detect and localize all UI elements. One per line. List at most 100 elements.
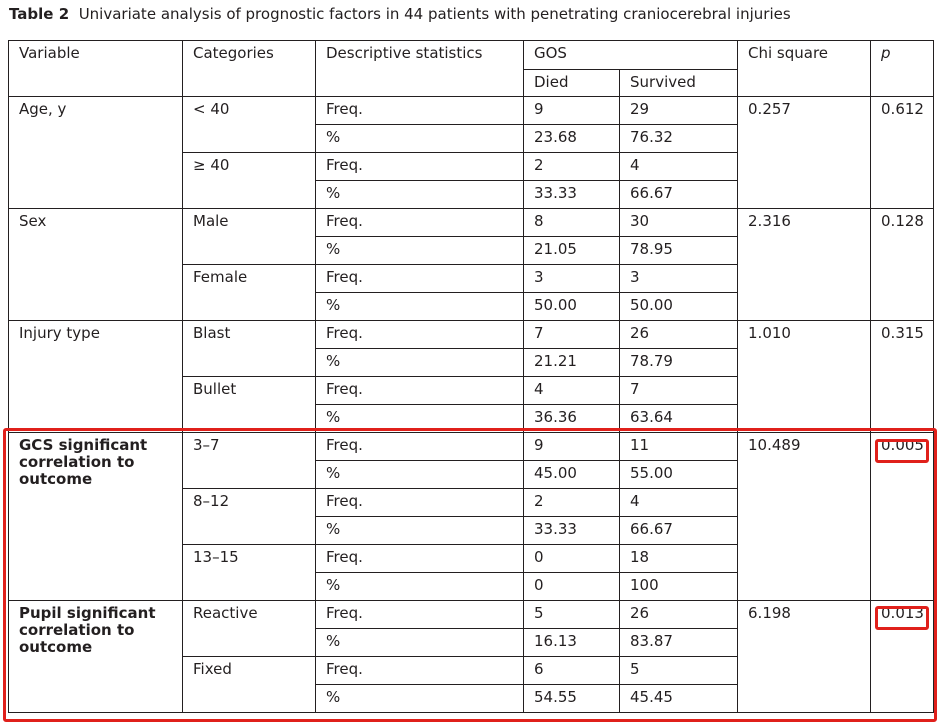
category-cell: Blast (182, 320, 316, 377)
table-title: Univariate analysis of prognostic factor… (78, 5, 791, 23)
survived-cell: 83.87 (618, 628, 739, 657)
header-descriptive: Descriptive statistics (315, 40, 524, 97)
died-cell: 21.05 (523, 236, 620, 265)
header-p-text: p (881, 44, 891, 62)
survived-cell: 30 (618, 208, 739, 237)
table-row: Age, y < 40 Freq. 9 29 0.257 0.612 (8, 96, 935, 209)
variable-cell: GCS significant correlation to outcome (8, 432, 183, 601)
category-cell: 3–7 (182, 432, 316, 489)
table-row: % 16.13 83.87 (9, 628, 934, 657)
statistic-label-cell: Freq. (315, 208, 524, 237)
died-cell: 21.21 (523, 348, 620, 377)
p-value-cell: 0.128 (870, 208, 935, 321)
variable-cell: Injury type (8, 320, 183, 433)
died-cell: 23.68 (523, 124, 620, 153)
statistic-label-cell: % (315, 572, 524, 601)
table-label: Table 2 (9, 5, 70, 23)
died-cell: 0 (523, 572, 620, 601)
died-cell: 3 (523, 264, 620, 293)
category-cell: Fixed (182, 656, 316, 713)
died-cell: 9 (523, 96, 620, 125)
category-cell: < 40 (182, 96, 316, 153)
table-caption: Table 2 Univariate analysis of prognosti… (9, 5, 791, 23)
statistic-label-cell: Freq. (315, 264, 524, 293)
table-row: Injury type Blast Freq. 7 26 1.010 0.315 (8, 320, 935, 433)
survived-cell: 3 (618, 264, 739, 293)
died-cell: 2 (523, 488, 620, 517)
survived-cell: 11 (618, 432, 739, 461)
statistic-label-cell: Freq. (315, 600, 524, 629)
table-row: % 23.68 76.32 (9, 124, 934, 153)
category-cell: ≥ 40 (182, 152, 316, 209)
header-row-2: Died Survived (9, 69, 934, 97)
table-row: % 21.05 78.95 (9, 236, 934, 265)
table-row: % 54.55 45.45 (9, 684, 934, 713)
survived-cell: 7 (618, 376, 739, 405)
statistic-label-cell: Freq. (315, 544, 524, 573)
died-cell: 33.33 (523, 180, 620, 209)
statistic-label-cell: % (315, 292, 524, 321)
gcs-pupil-highlight (3, 428, 937, 722)
survived-cell: 76.32 (618, 124, 739, 153)
table-row: % 0 100 (9, 572, 934, 601)
header-chi: Chi square (737, 40, 872, 97)
survived-cell: 45.45 (618, 684, 739, 713)
survived-cell: 78.95 (618, 236, 739, 265)
table-row: % 50.00 50.00 (9, 292, 934, 321)
category-cell: Female (182, 264, 316, 321)
died-cell: 5 (523, 600, 620, 629)
p-value-cell: 0.013 (870, 600, 935, 713)
table-row: ≥ 40 Freq. 2 4 (9, 152, 934, 209)
died-cell: 8 (523, 208, 620, 237)
survived-cell: 78.79 (618, 348, 739, 377)
statistic-label-cell: % (315, 348, 524, 377)
table-row: Female Freq. 3 3 (9, 264, 934, 321)
died-cell: 6 (523, 656, 620, 685)
table-row: Bullet Freq. 4 7 (9, 376, 934, 433)
statistic-label-cell: Freq. (315, 320, 524, 349)
statistic-label-cell: % (315, 180, 524, 209)
died-cell: 54.55 (523, 684, 620, 713)
died-cell: 45.00 (523, 460, 620, 489)
gcs-p-highlight (875, 439, 929, 463)
table-row: Sex Male Freq. 8 30 2.316 0.128 (8, 208, 935, 321)
statistic-label-cell: Freq. (315, 432, 524, 461)
chi-square-cell: 1.010 (737, 320, 872, 433)
died-cell: 50.00 (523, 292, 620, 321)
survived-cell: 5 (618, 656, 739, 685)
header-survived: Survived (618, 69, 739, 97)
category-cell: Male (182, 208, 316, 265)
statistic-label-cell: Freq. (315, 152, 524, 181)
statistic-label-cell: % (315, 124, 524, 153)
statistic-label-cell: % (315, 684, 524, 713)
survived-cell: 18 (618, 544, 739, 573)
p-value-cell: 0.315 (870, 320, 935, 433)
category-cell: Bullet (182, 376, 316, 433)
p-value-cell: 0.612 (870, 96, 935, 209)
survived-cell: 100 (618, 572, 739, 601)
variable-cell: Pupil significant correlation to outcome (8, 600, 183, 713)
pupil-p-highlight (875, 606, 929, 630)
header-gos: GOS (522, 40, 739, 70)
survived-cell: 55.00 (618, 460, 739, 489)
table-row: % 45.00 55.00 (9, 460, 934, 489)
variable-cell: Age, y (8, 96, 183, 209)
survived-cell: 29 (618, 96, 739, 125)
survived-cell: 26 (618, 600, 739, 629)
survived-cell: 4 (618, 152, 739, 181)
header-variable: Variable (8, 40, 183, 97)
prognostic-factors-table: Variable Categories Descriptive statisti… (8, 40, 935, 713)
table-row: 8–12 Freq. 2 4 (9, 488, 934, 545)
category-cell: 8–12 (182, 488, 316, 545)
statistic-label-cell: Freq. (315, 376, 524, 405)
survived-cell: 66.67 (618, 180, 739, 209)
table-row: Pupil significant correlation to outcome… (8, 600, 935, 713)
died-cell: 7 (523, 320, 620, 349)
died-cell: 4 (523, 376, 620, 405)
chi-square-cell: 0.257 (737, 96, 872, 209)
table-row: 13–15 Freq. 0 18 (9, 544, 934, 601)
variable-cell: Sex (8, 208, 183, 321)
died-cell: 2 (523, 152, 620, 181)
statistic-label-cell: % (315, 516, 524, 545)
chi-square-cell: 6.198 (737, 600, 872, 713)
